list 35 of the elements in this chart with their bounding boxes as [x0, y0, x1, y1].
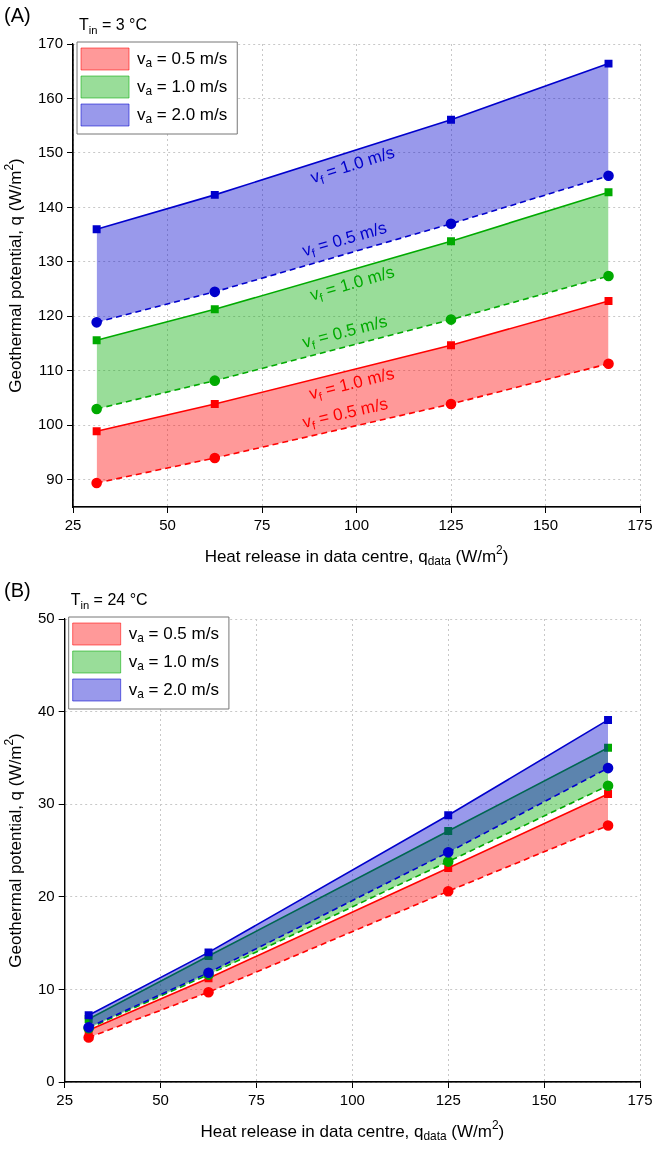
x-tick-label: 75	[253, 516, 271, 534]
y-tick-label: 40	[38, 701, 55, 719]
y-tick-label: 170	[38, 34, 64, 52]
y-tick-label: 10	[38, 979, 55, 997]
x-tick-label: 50	[159, 516, 176, 534]
annotation: vf = 1.0 m/s	[307, 262, 397, 305]
y-tick-label: 0	[46, 1072, 55, 1090]
chart-title: (A)	[4, 3, 31, 26]
chart-title: (B)	[4, 578, 31, 601]
x-tick-label: 175	[627, 516, 653, 534]
x-tick-label: 125	[435, 1091, 461, 1109]
y-tick-label: 30	[38, 794, 55, 812]
x-tick-label: 75	[248, 1091, 265, 1109]
y-tick-label: 150	[38, 143, 64, 161]
x-tick-label: 25	[64, 516, 82, 534]
x-tick-label: 150	[531, 1091, 557, 1109]
y-tick-label: 90	[46, 469, 64, 487]
annotation: vf = 1.0 m/s	[308, 142, 397, 188]
annotation: vf = 0.5 m/s	[300, 217, 389, 261]
y-tick-label: 160	[38, 88, 64, 106]
y-tick-label: 50	[38, 609, 55, 627]
x-tick-label: 100	[339, 1091, 365, 1109]
x-tick-label: 50	[152, 1091, 169, 1109]
x-tick-label: 25	[56, 1091, 74, 1109]
annotation: vf = 0.5 m/s	[300, 311, 390, 353]
x-tick-label: 150	[532, 516, 559, 534]
x-tick-label: 125	[438, 516, 464, 534]
y-tick-label: 110	[39, 360, 64, 378]
y-tick-label: 120	[38, 306, 64, 324]
y-tick-label: 140	[38, 197, 64, 215]
y-tick-label: 130	[38, 252, 64, 270]
y-tick-label: 100	[38, 415, 64, 433]
x-tick-label: 175	[627, 1091, 653, 1109]
y-tick-label: 20	[38, 886, 55, 904]
x-tick-label: 100	[344, 516, 370, 534]
